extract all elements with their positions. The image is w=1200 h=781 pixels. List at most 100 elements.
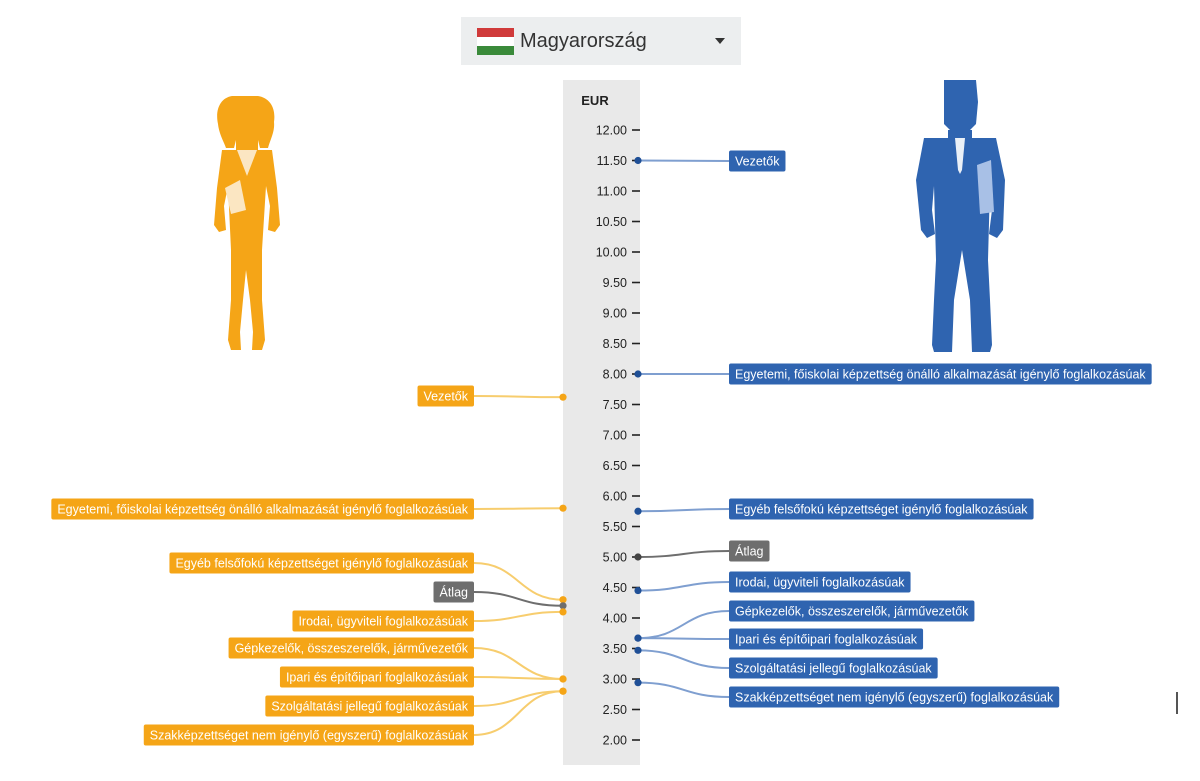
y-tick-label: 5.50 <box>603 520 627 534</box>
women-label-box <box>265 695 474 717</box>
women-point <box>559 596 567 604</box>
flag-stripe-green <box>477 46 514 55</box>
men-label: Ipari és építőipari foglalkozásúak <box>735 632 918 646</box>
men-label: Szolgáltatási jellegű foglalkozásúak <box>735 661 932 675</box>
y-tick-label: 9.50 <box>603 276 627 290</box>
men-connector <box>637 649 730 669</box>
women-label-box <box>433 581 474 603</box>
hungary-flag-icon <box>477 28 514 55</box>
men-point <box>634 634 642 642</box>
women-label-box <box>169 552 474 574</box>
men-label: Szakképzettséget nem igénylő (egyszerű) … <box>735 690 1054 704</box>
y-tick-label: 8.50 <box>603 337 627 351</box>
men-connector <box>637 610 730 640</box>
y-tick-label: 3.50 <box>603 642 627 656</box>
women-label-box <box>228 637 474 659</box>
men-connector <box>637 681 730 698</box>
men-connector <box>637 508 730 513</box>
axis-band <box>563 80 640 765</box>
women-label-box <box>143 724 474 746</box>
women-point <box>559 675 567 683</box>
men-label: Egyéb felsőfokú képzettséget igénylő fog… <box>735 502 1028 516</box>
y-tick-label: 6.00 <box>603 490 627 504</box>
men-label-box <box>729 540 770 562</box>
women-label-box <box>279 666 474 688</box>
y-tick-label: 8.00 <box>603 368 627 382</box>
men-label-box <box>729 150 786 172</box>
women-point <box>559 687 567 695</box>
y-tick-label: 10.50 <box>596 215 627 229</box>
side-marker <box>1176 692 1178 714</box>
men-label: Vezetők <box>735 154 780 168</box>
y-tick-label: 5.00 <box>603 551 627 565</box>
men-connector <box>637 159 730 162</box>
men-point <box>634 156 642 165</box>
women-label: Egyetemi, főiskolai képzettség önálló al… <box>57 502 468 516</box>
women-label: Irodai, ügyviteli foglalkozásúak <box>298 614 468 628</box>
men-label-box <box>729 571 911 593</box>
women-label: Vezetők <box>424 389 469 403</box>
men-label-box <box>729 686 1060 708</box>
y-axis-title: EUR <box>581 93 609 108</box>
men-series: Vezetők Egyetemi, főiskolai képzettség ön… <box>634 150 1152 708</box>
women-connector <box>473 690 564 736</box>
men-point <box>634 646 642 654</box>
y-tick-label: 10.00 <box>596 246 627 260</box>
men-label: Egyetemi, főiskolai képzettség önálló al… <box>735 367 1146 381</box>
y-tick-label: 9.00 <box>603 307 627 321</box>
y-tick-label: 3.00 <box>603 673 627 687</box>
women-point <box>559 504 567 512</box>
men-label: Átlag <box>735 543 764 558</box>
women-label-box <box>51 498 474 520</box>
women-connector <box>473 610 564 622</box>
women-label-box <box>292 610 474 632</box>
men-label-box <box>729 363 1152 385</box>
women-label: Ipari és építőipari foglalkozásúak <box>286 670 469 684</box>
y-tick-label: 11.00 <box>597 185 627 199</box>
women-connector <box>473 591 564 607</box>
women-label: Gépkezelők, összeszerelők, járművezetők <box>235 641 469 655</box>
women-connector <box>473 676 564 680</box>
men-connector <box>637 550 730 558</box>
man-figure-icon <box>916 80 1005 352</box>
men-label-box <box>729 628 924 650</box>
women-label: Egyéb felsőfokú képzettséget igénylő fog… <box>175 556 468 570</box>
women-connector <box>473 647 564 680</box>
men-point <box>634 586 642 595</box>
y-axis: 12.00 11.50 11.00 10.50 10.00 9.50 9.00 8.50 8.0… <box>596 124 640 748</box>
men-label: Irodai, ügyviteli foglalkozásúak <box>735 575 905 589</box>
men-label-box <box>729 498 1034 520</box>
women-point <box>559 602 567 610</box>
men-label: Gépkezelők, összeszerelők, járművezetők <box>735 604 969 618</box>
y-tick-label: 4.50 <box>603 581 627 595</box>
y-tick-label: 7.00 <box>603 429 627 443</box>
men-point <box>634 553 642 561</box>
women-label-box <box>417 385 474 407</box>
women-point <box>559 393 567 401</box>
women-point <box>559 608 567 616</box>
flag-stripe-red <box>477 28 514 37</box>
country-select-value: Magyarország <box>520 30 647 52</box>
woman-figure-icon <box>214 96 280 350</box>
men-label-box <box>729 600 975 622</box>
women-label: Szakképzettséget nem igénylő (egyszerű) … <box>150 728 469 742</box>
women-connector <box>473 507 564 510</box>
women-series: Vezetők Egyetemi, főiskolai képzettség ön… <box>51 385 567 746</box>
men-point <box>634 507 642 515</box>
y-tick-label: 4.00 <box>603 612 627 626</box>
y-tick-label: 2.50 <box>603 703 627 717</box>
chevron-down-icon[interactable] <box>715 38 725 44</box>
men-connector <box>637 637 730 640</box>
men-label-box <box>729 657 938 679</box>
men-point <box>634 370 642 378</box>
y-tick-label: 12.00 <box>596 124 627 138</box>
women-label: Átlag <box>440 584 469 599</box>
country-select[interactable]: Magyarország <box>461 17 741 65</box>
men-connector <box>637 581 730 592</box>
y-tick-label: 6.50 <box>603 459 627 473</box>
women-connector <box>473 562 564 601</box>
y-tick-label: 2.00 <box>603 734 627 748</box>
y-tick-label: 11.50 <box>597 154 627 168</box>
flag-stripe-white <box>477 37 514 46</box>
